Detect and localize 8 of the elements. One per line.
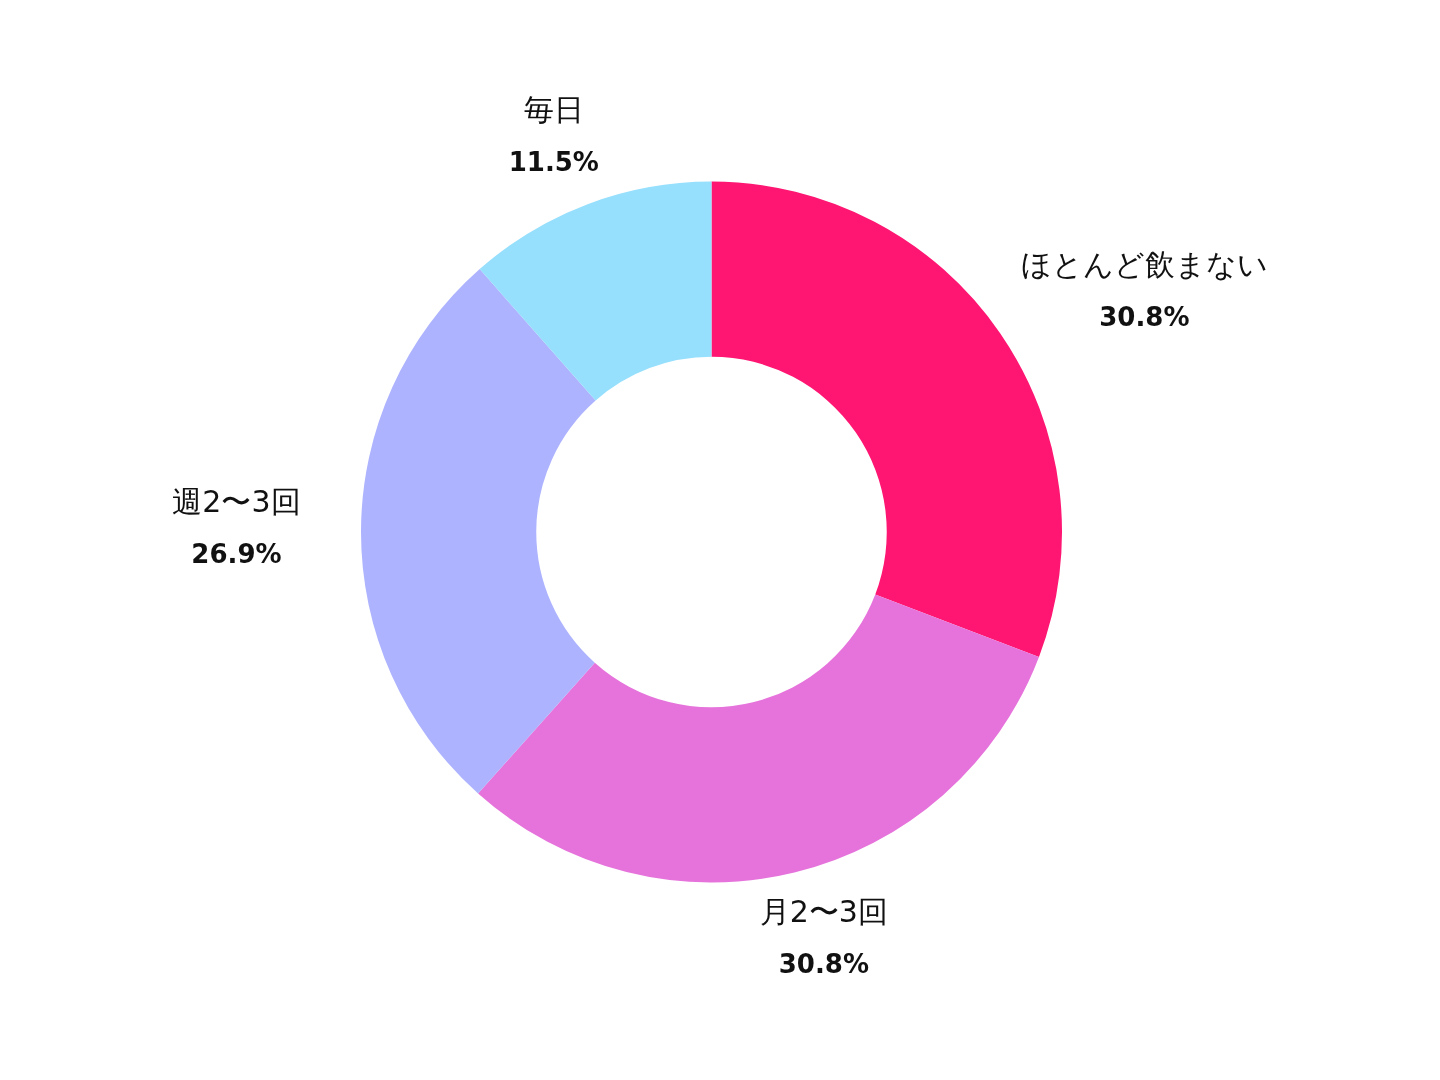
data-label: 30.8% (1099, 302, 1190, 333)
slice-label: 週2〜3回 (172, 484, 301, 520)
data-label: 26.9% (191, 539, 282, 570)
data-label: 30.8% (778, 949, 869, 980)
slice-label: 月2〜3回 (759, 894, 888, 930)
slice-label: 毎日 (523, 92, 584, 128)
slice-label: ほとんど飲まない (1020, 247, 1268, 283)
data-label: 11.5% (508, 147, 599, 178)
